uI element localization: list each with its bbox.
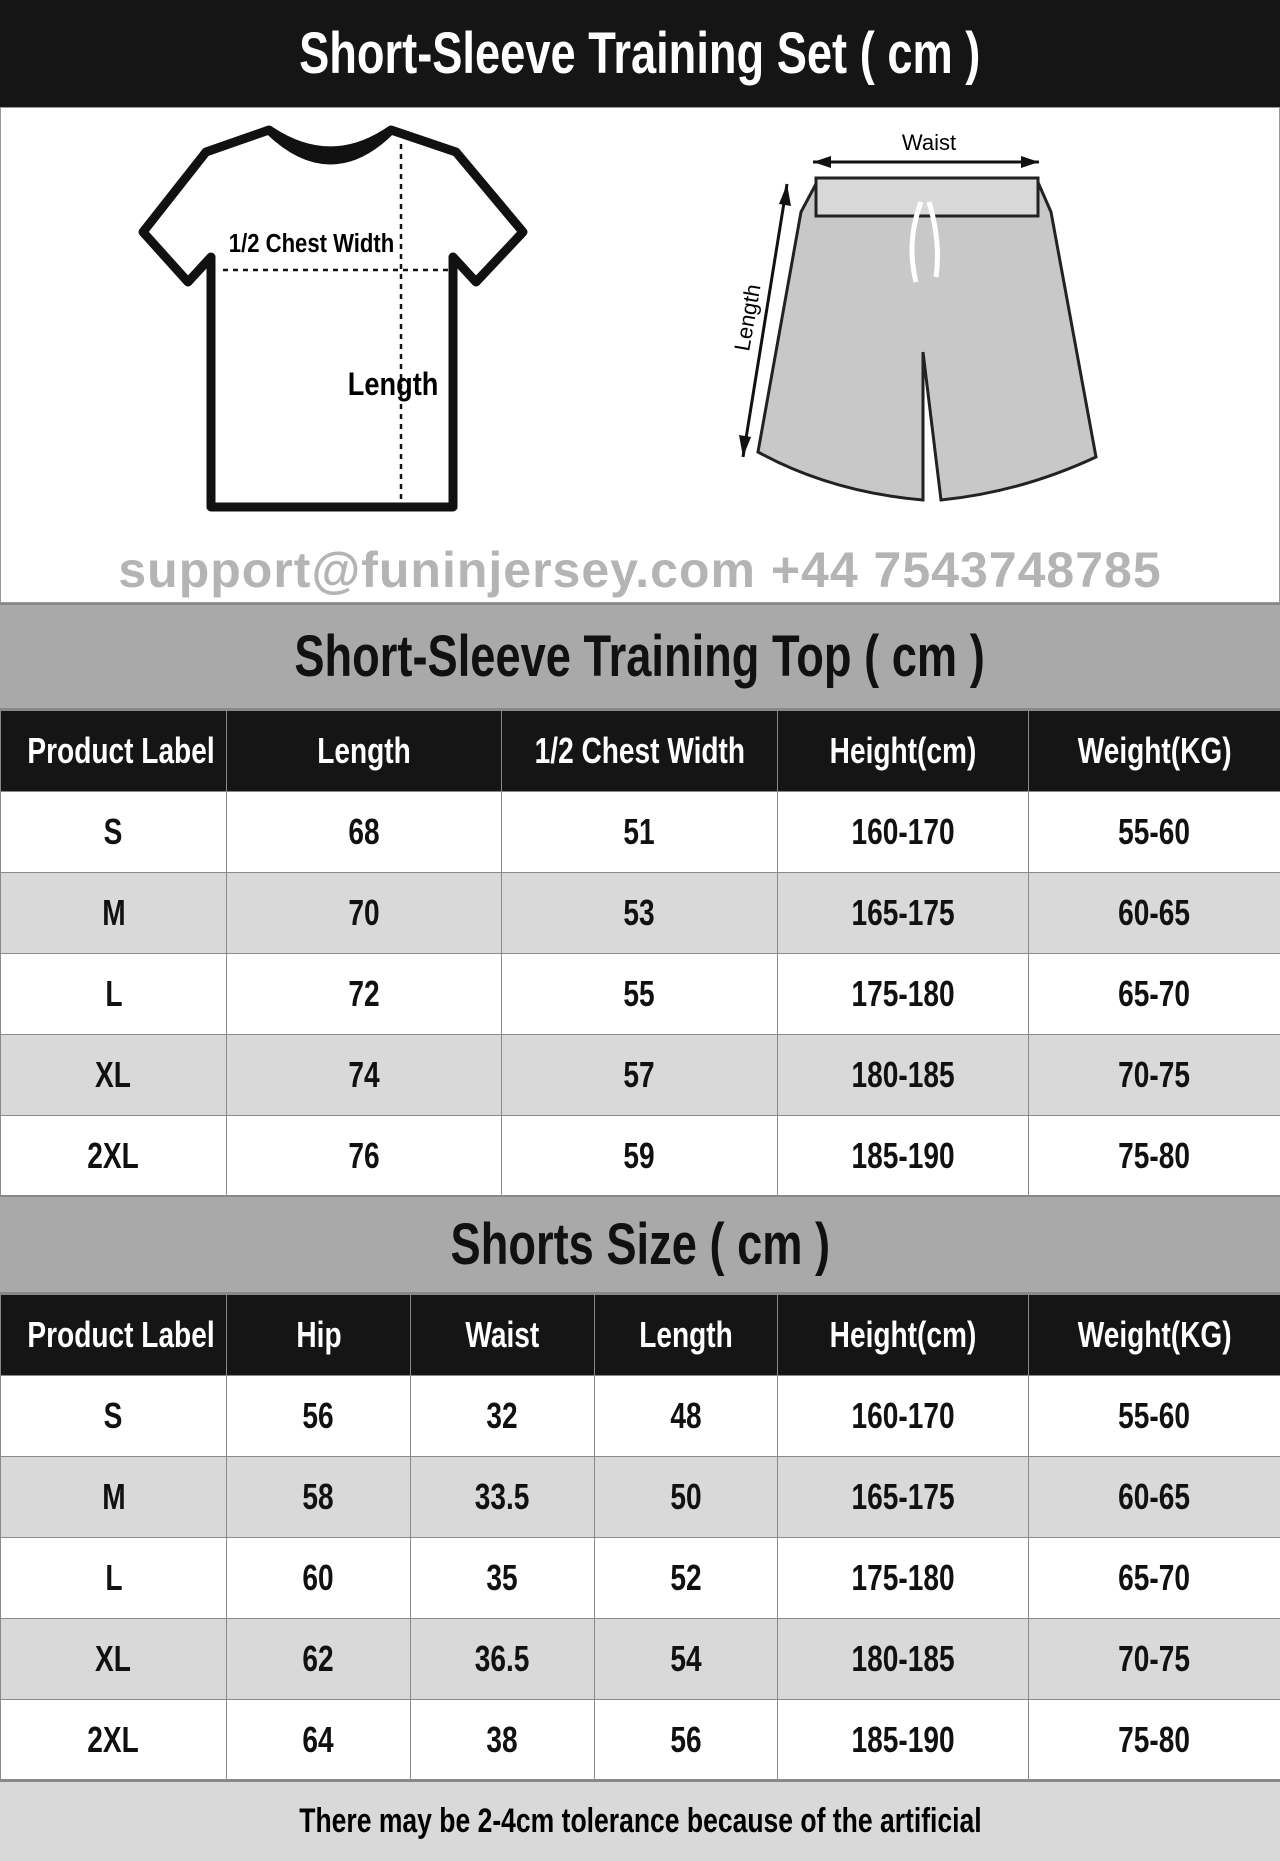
table-cell: 165-175 [777, 872, 1029, 954]
table-cell: 36.5 [410, 1618, 595, 1700]
table-row: XL 62 36.5 54 180-185 70-75 [0, 1618, 1280, 1700]
table-cell: 180-185 [777, 1618, 1029, 1700]
table-cell: 32 [410, 1375, 595, 1457]
svg-text:Length: Length [348, 367, 439, 403]
table-cell: L [0, 953, 227, 1035]
table-cell: 53 [501, 872, 778, 954]
table-cell: 65-70 [1028, 953, 1280, 1035]
table-cell: 33.5 [410, 1456, 595, 1538]
table-row: L 72 55 175-180 65-70 [0, 953, 1280, 1035]
table-cell: 64 [226, 1699, 411, 1781]
table-cell: 70-75 [1028, 1618, 1280, 1700]
watermark: support@funinjersey.com +44 7543748785 [118, 542, 1162, 598]
shorts-section-title: Shorts Size ( cm ) [0, 1195, 1280, 1294]
table-cell: 50 [594, 1456, 778, 1538]
table-row: XL 74 57 180-185 70-75 [0, 1034, 1280, 1116]
table-cell: 55-60 [1028, 1375, 1280, 1457]
table-row: S 68 51 160-170 55-60 [0, 791, 1280, 873]
table-cell: 165-175 [777, 1456, 1029, 1538]
table-cell: 35 [410, 1537, 595, 1619]
table-cell: 76 [226, 1115, 502, 1197]
garment-diagram: 1/2 Chest Width Length Waist Length [138, 125, 1098, 512]
table-row: 2XL 64 38 56 185-190 75-80 [0, 1699, 1280, 1781]
tshirt-icon: 1/2 Chest Width Length [138, 125, 528, 512]
table-cell: 56 [226, 1375, 411, 1457]
table-cell: XL [0, 1034, 227, 1116]
table-cell: 74 [226, 1034, 502, 1116]
table-cell: 72 [226, 953, 502, 1035]
table-header-row: Product Label Hip Waist Length Height(cm… [0, 1294, 1280, 1376]
table-cell: 185-190 [777, 1115, 1029, 1197]
table-cell: 56 [594, 1699, 778, 1781]
table-cell: 62 [226, 1618, 411, 1700]
table-cell: 185-190 [777, 1699, 1029, 1781]
table-cell: 55 [501, 953, 778, 1035]
table-cell: 38 [410, 1699, 595, 1781]
table-cell: 60-65 [1028, 872, 1280, 954]
table-cell: M [0, 1456, 227, 1538]
table-cell: S [0, 1375, 227, 1457]
illustration-panel: 1/2 Chest Width Length Waist Length [0, 107, 1280, 603]
table-cell: M [0, 872, 227, 954]
table-cell: 59 [501, 1115, 778, 1197]
table-cell: 70 [226, 872, 502, 954]
top-size-table: Product Label Length 1/2 Chest Width Hei… [0, 710, 1280, 1197]
table-cell: 75-80 [1028, 1115, 1280, 1197]
tolerance-note: There may be 2-4cm tolerance because of … [0, 1779, 1280, 1861]
table-cell: 180-185 [777, 1034, 1029, 1116]
table-cell: 54 [594, 1618, 778, 1700]
table-cell: 60 [226, 1537, 411, 1619]
table-cell: 2XL [0, 1115, 227, 1197]
table-cell: 48 [594, 1375, 778, 1457]
table-cell: 55-60 [1028, 791, 1280, 873]
table-cell: 60-65 [1028, 1456, 1280, 1538]
table-cell: 160-170 [777, 791, 1029, 873]
table-cell: 58 [226, 1456, 411, 1538]
table-cell: 57 [501, 1034, 778, 1116]
table-cell: 70-75 [1028, 1034, 1280, 1116]
table-row: S 56 32 48 160-170 55-60 [0, 1375, 1280, 1457]
table-cell: 75-80 [1028, 1699, 1280, 1781]
table-cell: XL [0, 1618, 227, 1700]
table-row: M 58 33.5 50 165-175 60-65 [0, 1456, 1280, 1538]
table-cell: 175-180 [777, 953, 1029, 1035]
table-row: L 60 35 52 175-180 65-70 [0, 1537, 1280, 1619]
table-cell: 52 [594, 1537, 778, 1619]
table-cell: 2XL [0, 1699, 227, 1781]
page-title: Short-Sleeve Training Set ( cm ) [0, 0, 1280, 107]
top-section-title: Short-Sleeve Training Top ( cm ) [0, 603, 1280, 710]
table-cell: L [0, 1537, 227, 1619]
table-cell: S [0, 791, 227, 873]
table-row: 2XL 76 59 185-190 75-80 [0, 1115, 1280, 1197]
table-cell: 160-170 [777, 1375, 1029, 1457]
shorts-size-table: Product Label Hip Waist Length Height(cm… [0, 1294, 1280, 1781]
table-cell: 51 [501, 791, 778, 873]
table-row: M 70 53 165-175 60-65 [0, 872, 1280, 954]
table-cell: 65-70 [1028, 1537, 1280, 1619]
svg-text:1/2 Chest Width: 1/2 Chest Width [229, 229, 394, 258]
svg-text:Waist: Waist [902, 130, 956, 155]
table-header-row: Product Label Length 1/2 Chest Width Hei… [0, 710, 1280, 792]
table-cell: 68 [226, 791, 502, 873]
shorts-icon: Waist Length [729, 130, 1098, 502]
table-cell: 175-180 [777, 1537, 1029, 1619]
